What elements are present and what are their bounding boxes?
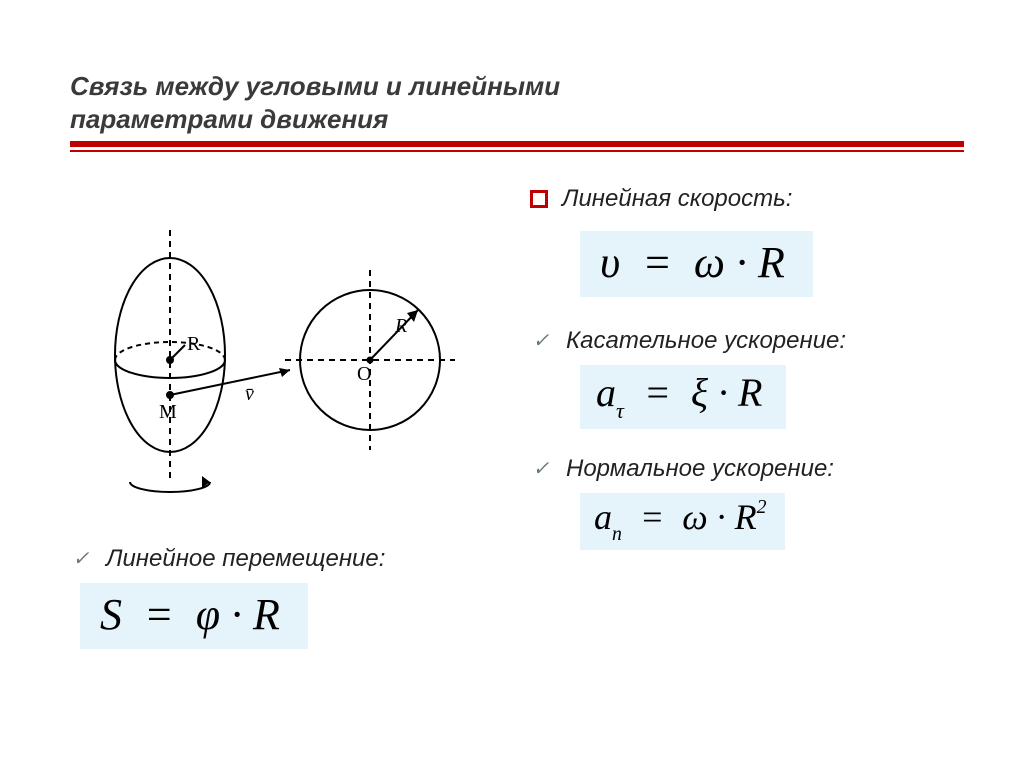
diagram-svg: R M v̄ R O [55,210,455,510]
diagram-label-M: M [159,401,177,423]
content-columns: R M v̄ R O [70,185,964,649]
diagram-label-R: R [187,333,201,355]
right-label-2: Нормальное ускорение: [566,455,834,483]
right-column: Линейная скорость: υ = ω · R ✓ Касательн… [510,185,964,649]
f2-sub: n [612,523,622,545]
slide-title: Связь между угловыми и линейными парамет… [70,70,964,135]
formula-normal-accel: an = ω · R2 [580,493,785,550]
underline-thin [70,150,964,152]
f2-sup: 2 [757,496,767,518]
f2-rhs: ω · R [682,497,756,537]
left-column: R M v̄ R O [70,185,510,649]
formula-wrap-0: υ = ω · R [580,231,964,297]
formula-wrap-2: an = ω · R2 [580,493,964,550]
title-underline [70,141,964,155]
right-label-0: Линейная скорость: [562,185,792,213]
f0-rhs: ω · R [694,238,785,287]
tick-bullet-icon: ✓ [70,549,92,569]
f1-lhs: a [596,370,616,415]
slide-root: Связь между угловыми и линейными парамет… [0,0,1024,649]
right-item-2: ✓ Нормальное ускорение: [530,455,964,483]
left-caption-row: ✓ Линейное перемещение: [70,545,510,573]
formula-displacement: S = φ · R [80,583,308,649]
square-bullet-icon [530,190,548,208]
tick-bullet-icon: ✓ [530,331,552,351]
physics-diagram: R M v̄ R O [55,210,510,515]
title-line-1: Связь между угловыми и линейными [70,71,560,101]
diagram-label-v: v̄ [245,383,254,405]
title-block: Связь между угловыми и линейными парамет… [70,70,964,155]
formula-wrap-1: aτ = ξ · R [580,365,964,429]
formula-rhs: φ · R [196,590,280,639]
tick-bullet-icon: ✓ [530,459,552,479]
formula-lhs: S [100,590,122,639]
right-label-1: Касательное ускорение: [566,327,846,355]
left-formula-wrap: S = φ · R [80,583,510,649]
f0-lhs: υ [600,238,620,287]
title-line-2: параметрами движения [70,104,388,134]
diagram-label-R2: R [394,315,407,337]
f1-rhs: ξ · R [691,370,763,415]
underline-thick [70,141,964,147]
left-caption: Линейное перемещение: [106,545,385,573]
diagram-label-O: O [357,363,371,385]
right-item-0: Линейная скорость: [530,185,964,213]
formula-linear-velocity: υ = ω · R [580,231,813,297]
f1-sub: τ [616,398,624,423]
right-item-1: ✓ Касательное ускорение: [530,327,964,355]
formula-tangential-accel: aτ = ξ · R [580,365,786,429]
f2-lhs: a [594,497,612,537]
